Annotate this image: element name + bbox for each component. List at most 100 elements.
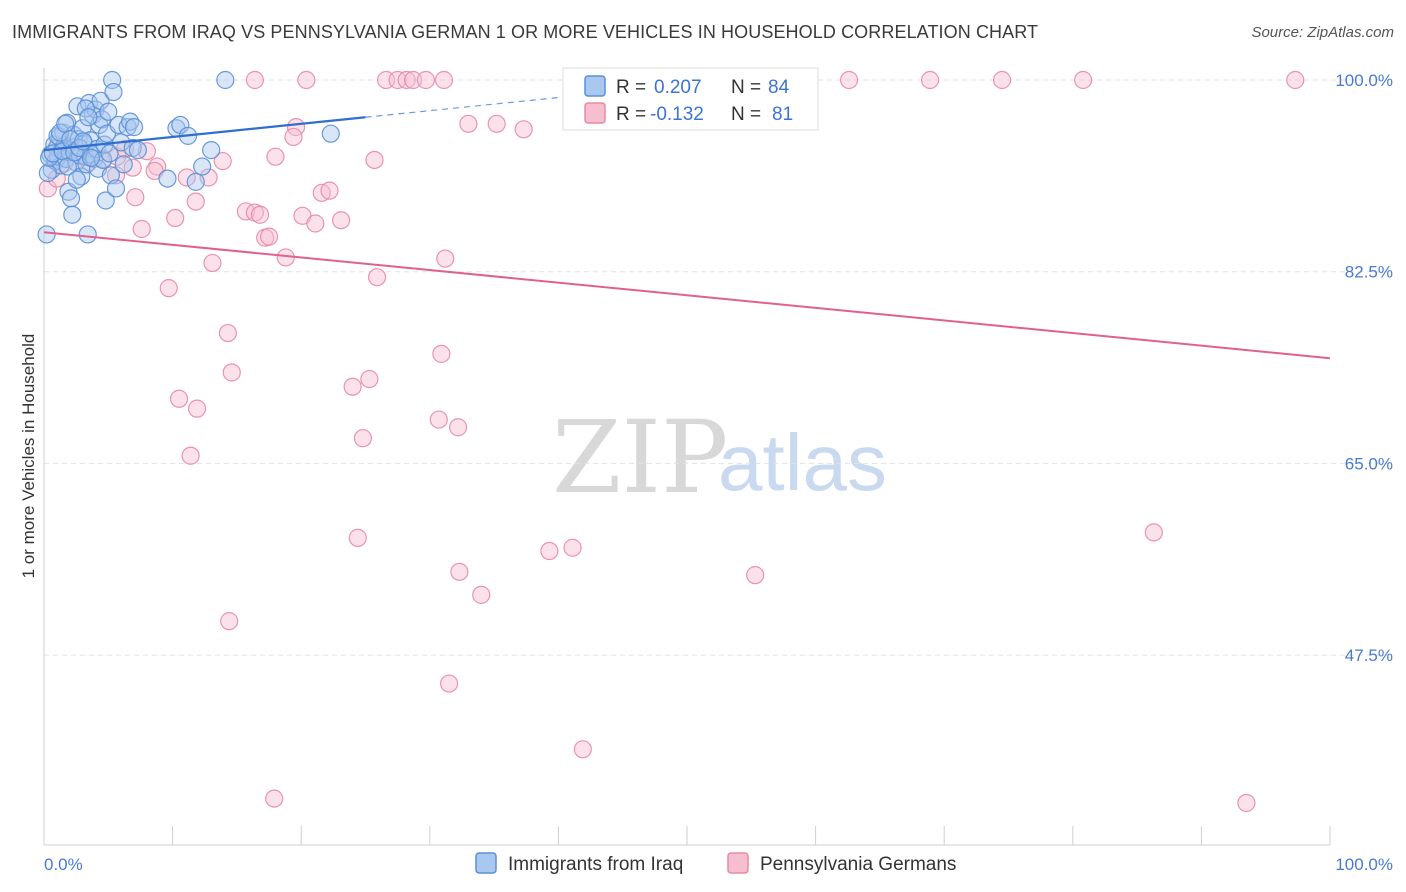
- trend-line-immigrants-from-iraq: [43, 116, 366, 152]
- data-point: [166, 208, 185, 228]
- data-point: [563, 538, 582, 557]
- data-point: [397, 70, 416, 90]
- data-point: [181, 446, 200, 465]
- legend-iraq-n-value: 84: [768, 77, 790, 98]
- legend-swatch-pa: [584, 102, 606, 124]
- y-tick-label: 65.0%: [1345, 454, 1393, 473]
- data-point: [202, 141, 221, 160]
- data-point: [38, 179, 57, 198]
- legend-iraq-r-value: 0.207: [654, 77, 702, 98]
- data-point: [266, 147, 285, 166]
- data-point: [265, 789, 284, 808]
- data-point: [367, 268, 387, 287]
- data-point: [114, 155, 133, 174]
- data-point: [353, 429, 373, 448]
- bottom-legend-swatch-pa: [727, 852, 749, 874]
- data-point: [1237, 793, 1256, 813]
- data-point: [432, 344, 451, 363]
- watermark: ZIP atlas: [552, 399, 887, 516]
- data-point: [439, 674, 459, 693]
- series-immigrants-from-iraq: [37, 70, 340, 244]
- data-point: [106, 179, 126, 198]
- legend-iraq-n-label: N =: [731, 77, 761, 98]
- data-point: [365, 150, 384, 170]
- data-point: [177, 168, 196, 187]
- data-point: [321, 124, 340, 143]
- data-point: [61, 189, 81, 208]
- data-point: [187, 399, 207, 418]
- data-point: [245, 70, 265, 90]
- trend-lines: [43, 90, 1331, 360]
- data-point: [416, 70, 436, 90]
- y-axis-tick-labels: 47.5% 65.0% 82.5% 100.0%: [1335, 71, 1393, 665]
- data-point: [203, 253, 222, 273]
- trend-line-pennsylvania-germans: [43, 231, 1331, 360]
- data-point: [222, 363, 241, 382]
- data-point: [1144, 523, 1163, 542]
- data-point: [360, 369, 379, 389]
- source-label: Source: ZipAtlas.com: [1251, 24, 1394, 41]
- data-point: [213, 151, 232, 171]
- data-point: [50, 123, 70, 142]
- data-point: [99, 102, 118, 121]
- data-point: [79, 93, 99, 113]
- data-point: [459, 114, 478, 133]
- data-point: [78, 225, 97, 244]
- data-point: [259, 227, 279, 246]
- data-point: [124, 118, 144, 137]
- data-point: [573, 740, 592, 759]
- bottom-legend-label-iraq: Immigrants from Iraq: [508, 854, 683, 875]
- x-tick-label-min: 0.0%: [44, 855, 83, 874]
- data-point: [96, 191, 115, 210]
- data-point: [250, 205, 270, 224]
- data-point: [514, 120, 533, 139]
- data-point: [343, 377, 362, 396]
- data-point: [450, 562, 469, 581]
- data-point: [218, 323, 237, 343]
- data-point: [992, 70, 1012, 90]
- chart-title: IMMIGRANTS FROM IRAQ VS PENNSYLVANIA GER…: [12, 22, 1039, 42]
- data-point: [448, 418, 468, 437]
- legend-pa-n-value: 81: [772, 104, 793, 125]
- data-point: [403, 70, 423, 90]
- data-point: [472, 585, 491, 604]
- data-point: [186, 172, 205, 191]
- data-point: [839, 70, 859, 90]
- data-point: [37, 225, 56, 244]
- data-point: [429, 410, 448, 429]
- data-point: [79, 108, 98, 127]
- data-point: [216, 70, 235, 90]
- data-point: [186, 192, 205, 211]
- legend-pa-r-label: R =: [616, 104, 646, 125]
- bottom-legend-label-pa: Pennsylvania Germans: [760, 854, 956, 875]
- data-point: [159, 279, 178, 298]
- data-point: [220, 612, 239, 631]
- data-point: [81, 148, 101, 167]
- data-point: [169, 389, 189, 408]
- data-point: [63, 205, 82, 224]
- data-point: [306, 214, 325, 233]
- data-point: [128, 141, 147, 160]
- data-point: [100, 144, 119, 163]
- data-point: [320, 181, 339, 200]
- legend-pa-n-label: N =: [731, 104, 761, 125]
- watermark-zip: ZIP: [552, 399, 728, 516]
- data-point: [104, 82, 123, 102]
- data-point: [56, 114, 75, 133]
- data-point: [487, 114, 506, 133]
- y-tick-label: 100.0%: [1335, 71, 1393, 90]
- data-point: [132, 219, 151, 239]
- data-point: [746, 566, 765, 585]
- data-point: [436, 249, 455, 268]
- data-point: [920, 70, 940, 90]
- watermark-atlas: atlas: [718, 418, 887, 507]
- correlation-legend: R = 0.207 N = 84 R = -0.132 N = 81: [562, 67, 819, 131]
- y-tick-label: 82.5%: [1345, 263, 1393, 282]
- data-point: [434, 70, 454, 90]
- gridlines: [44, 79, 1392, 656]
- data-point: [348, 528, 367, 547]
- data-point: [540, 541, 559, 561]
- data-point: [284, 127, 303, 147]
- data-point: [1073, 70, 1093, 90]
